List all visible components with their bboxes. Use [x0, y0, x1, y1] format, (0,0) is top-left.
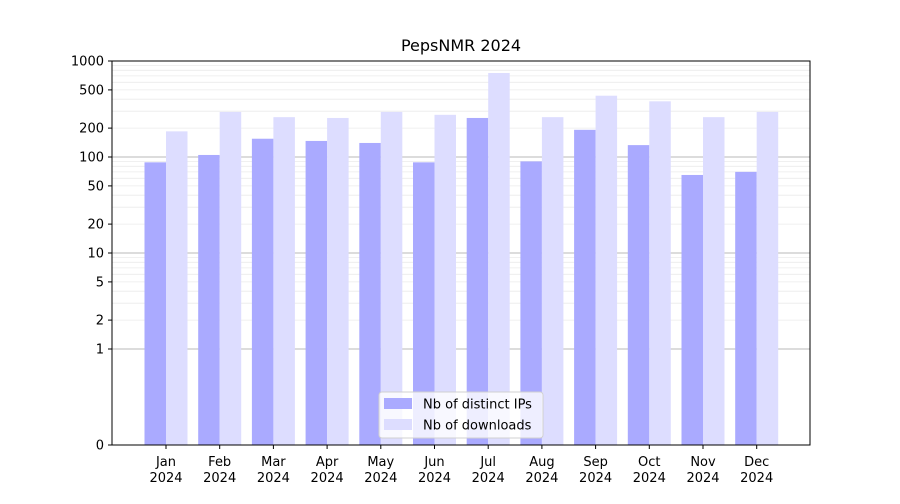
x-tick-label-line: Sep: [583, 455, 608, 470]
bar-downloads: [649, 101, 671, 446]
x-tick-label-line: 2024: [203, 471, 236, 486]
x-tick-label-line: Feb: [208, 455, 231, 470]
bar-distinct-ips: [627, 145, 650, 446]
y-tick-label: 5: [96, 275, 104, 290]
bar-downloads: [166, 131, 188, 446]
x-tick-label-line: Aug: [529, 455, 554, 470]
y-tick-label: 20: [87, 218, 104, 233]
bar-distinct-ips: [198, 154, 220, 445]
bar-distinct-ips: [735, 171, 757, 445]
x-tick-label-line: 2024: [686, 471, 719, 486]
x-tick-label: Sep 2024: [579, 455, 612, 486]
bar-distinct-ips: [251, 138, 274, 445]
x-tick-label-line: Mar: [261, 455, 286, 470]
y-tick-label: 100: [79, 151, 104, 166]
x-tick-label-line: 2024: [149, 471, 182, 486]
bar-downloads: [488, 72, 510, 446]
bars-layer: [144, 72, 779, 446]
y-tick-label: 10: [87, 247, 104, 262]
x-tick-label-line: 2024: [418, 471, 451, 486]
x-tick-label-line: Jan: [155, 455, 176, 470]
x-tick-label: Dec 2024: [740, 455, 773, 486]
bar-downloads: [327, 117, 349, 446]
bar-downloads: [756, 111, 779, 445]
bar-downloads: [703, 117, 725, 445]
legend-box: [378, 391, 544, 439]
bar-downloads: [595, 95, 618, 446]
x-tick-label-line: May: [367, 455, 394, 470]
x-tick-label: Mar 2024: [257, 455, 290, 486]
y-axis: 0 1 2 5 10 20 50 100 200 500 1000: [71, 55, 112, 454]
x-tick-label: Nov 2024: [686, 455, 719, 486]
bar-distinct-ips: [520, 161, 542, 446]
x-tick-label-line: Apr: [316, 455, 339, 470]
x-tick-label-line: 2024: [525, 471, 558, 486]
x-tick-label-line: Jun: [423, 455, 444, 470]
bar-downloads: [273, 117, 295, 445]
x-tick-label-line: 2024: [740, 471, 773, 486]
y-tick-label: 200: [79, 122, 104, 137]
x-tick-label-line: Nov: [690, 455, 716, 470]
x-tick-label: Jan 2024: [149, 455, 182, 486]
y-tick-label: 1: [96, 343, 104, 358]
bar-distinct-ips: [144, 162, 166, 446]
x-tick-label-line: Jul: [479, 455, 496, 470]
x-tick-label-line: 2024: [472, 471, 505, 486]
x-tick-label-line: Oct: [638, 455, 660, 470]
legend-label: Nb of distinct IPs: [423, 398, 532, 413]
bar-downloads: [219, 111, 242, 445]
x-tick-label-line: Dec: [744, 455, 769, 470]
y-tick-label: 0: [96, 439, 104, 454]
legend: Nb of distinct IPs Nb of downloads: [378, 391, 544, 439]
x-tick-label-line: 2024: [579, 471, 612, 486]
bar-distinct-ips: [574, 129, 596, 445]
legend-label: Nb of downloads: [423, 419, 532, 434]
y-tick-label: 1000: [71, 55, 104, 70]
chart-title: PepsNMR 2024: [401, 36, 521, 55]
x-tick-label: Oct 2024: [633, 455, 666, 486]
bar-downloads: [380, 111, 403, 445]
bar-downloads: [434, 114, 456, 445]
x-tick-label-line: 2024: [257, 471, 290, 486]
legend-swatch: [384, 398, 412, 409]
bar-distinct-ips: [681, 174, 703, 445]
legend-swatch: [384, 419, 412, 430]
y-tick-label: 500: [79, 83, 104, 98]
x-tick-label-line: 2024: [364, 471, 397, 486]
bar-distinct-ips: [359, 142, 381, 445]
x-tick-label-line: 2024: [633, 471, 666, 486]
bar-downloads: [541, 117, 564, 445]
bar-distinct-ips: [305, 140, 328, 445]
bar-distinct-ips: [466, 117, 489, 446]
x-tick-label: May 2024: [364, 455, 397, 486]
bar-distinct-ips: [413, 162, 435, 446]
x-tick-label: Feb 2024: [203, 455, 236, 486]
y-tick-label: 2: [96, 314, 104, 329]
y-tick-label: 50: [87, 179, 104, 194]
x-tick-label-line: 2024: [311, 471, 344, 486]
x-tick-label: Apr 2024: [311, 455, 344, 486]
x-tick-label: Aug 2024: [525, 455, 558, 486]
x-tick-label: Jun 2024: [418, 455, 451, 486]
x-tick-label: Jul 2024: [472, 455, 505, 486]
